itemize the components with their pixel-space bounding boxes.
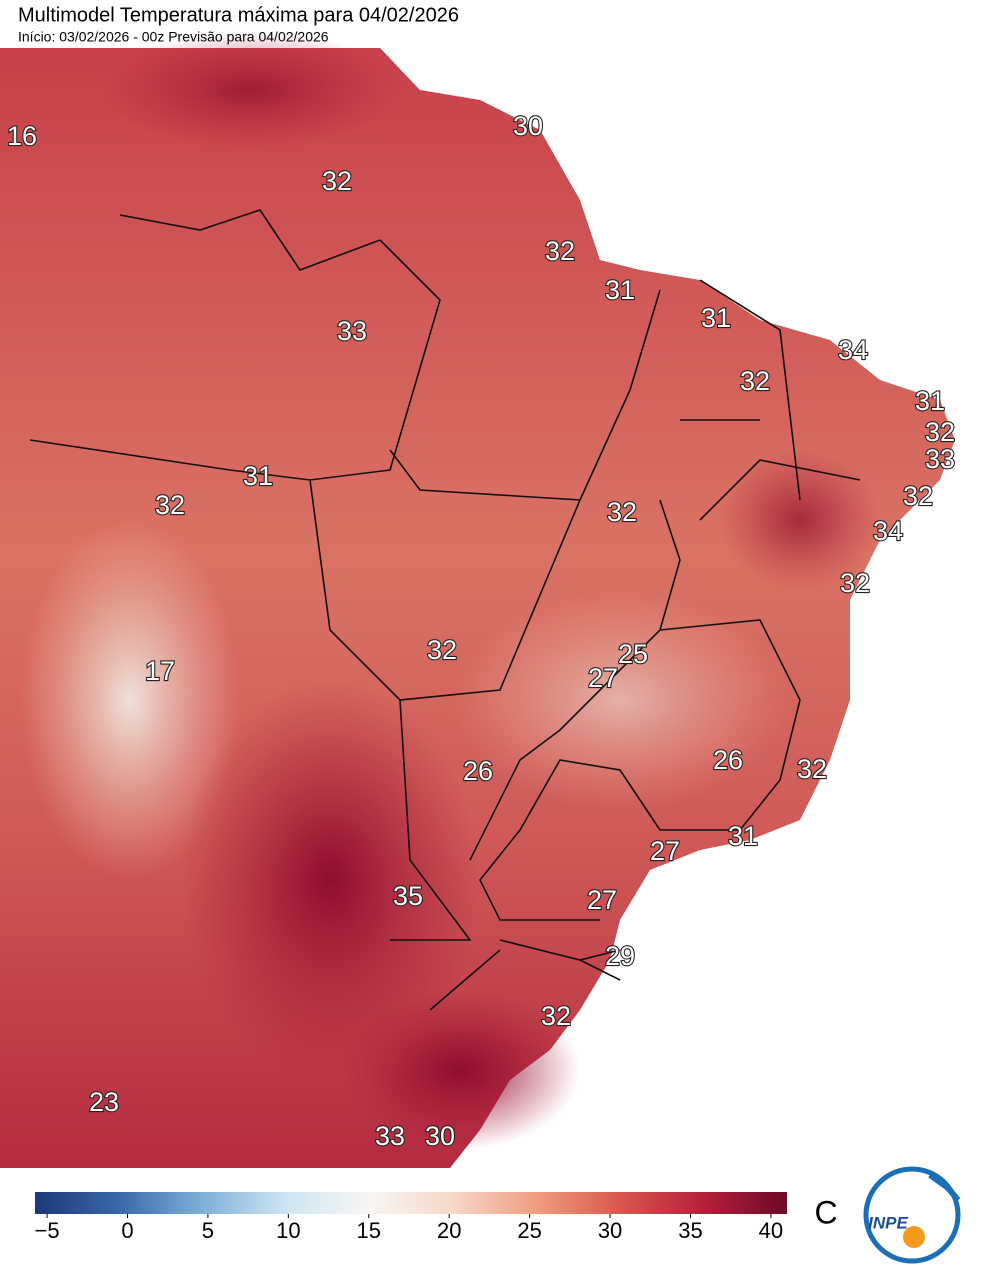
colorbar-bar (35, 1192, 787, 1214)
colorbar-unit: C (814, 1194, 837, 1230)
temperature-label: 32 (840, 568, 870, 598)
colorbar-tick-label: 5 (202, 1218, 214, 1243)
temperature-label: 30 (513, 111, 543, 141)
hot-area (100, 30, 400, 150)
temperature-label: 34 (873, 516, 903, 546)
temperature-label: 31 (243, 461, 273, 491)
temperature-label: 30 (425, 1121, 455, 1151)
logo-text: INPE (868, 1213, 908, 1232)
subtitle: Início: 03/02/2026 - 00z Previsão para 0… (18, 29, 329, 45)
temperature-label: 27 (587, 885, 617, 915)
colorbar-tick-label: 20 (437, 1218, 461, 1243)
temperature-label: 26 (713, 745, 743, 775)
temperature-label: 34 (838, 335, 868, 365)
colorbar-tick-label: 35 (678, 1218, 702, 1243)
colorbar-tick-label: 0 (121, 1218, 133, 1243)
colorbar-tick-label: 40 (759, 1218, 783, 1243)
temperature-label: 32 (545, 236, 575, 266)
hot-area (720, 450, 880, 590)
cool-area (450, 590, 790, 810)
temperature-label: 29 (605, 941, 635, 971)
temperature-label: 17 (145, 656, 175, 686)
colorbar: −5 0 5 10 15 20 25 30 35 40 C (35, 1192, 838, 1243)
temperature-label: 32 (541, 1001, 571, 1031)
temperature-label: 33 (925, 444, 955, 474)
colorbar-tick-label: 10 (276, 1218, 300, 1243)
temperature-label: 31 (728, 821, 758, 851)
logo: INPE (863, 1166, 961, 1264)
temperature-label: 32 (427, 635, 457, 665)
temperature-label: 33 (337, 316, 367, 346)
temperature-label: 32 (925, 417, 955, 447)
temperature-label: 26 (463, 756, 493, 786)
colorbar-tick-label: −5 (35, 1218, 60, 1243)
state-borders (29, 209, 861, 1011)
colorbar-tick-label: 30 (598, 1218, 622, 1243)
colorbar-tick-label: 25 (517, 1218, 541, 1243)
temperature-label: 32 (797, 754, 827, 784)
temperature-label: 25 (618, 639, 648, 669)
temperature-label: 27 (650, 836, 680, 866)
temperature-label: 32 (322, 166, 352, 196)
temperature-label: 31 (605, 275, 635, 305)
temperature-label: 32 (607, 497, 637, 527)
temperature-label: 16 (7, 121, 37, 151)
temperature-label: 32 (155, 490, 185, 520)
temperature-label: 35 (393, 881, 423, 911)
title: Multimodel Temperatura máxima para 04/02… (18, 4, 459, 26)
temperature-label: 32 (740, 366, 770, 396)
hot-area (340, 990, 580, 1150)
colorbar-tick-label: 15 (357, 1218, 381, 1243)
temperature-label: 31 (915, 386, 945, 416)
map (0, 30, 955, 1168)
temperature-label: 23 (89, 1087, 119, 1117)
temperature-label: 32 (903, 481, 933, 511)
cool-area (20, 520, 240, 880)
temperature-label: 33 (375, 1121, 405, 1151)
temperature-label: 31 (701, 303, 731, 333)
temperature-label: 27 (588, 663, 618, 693)
